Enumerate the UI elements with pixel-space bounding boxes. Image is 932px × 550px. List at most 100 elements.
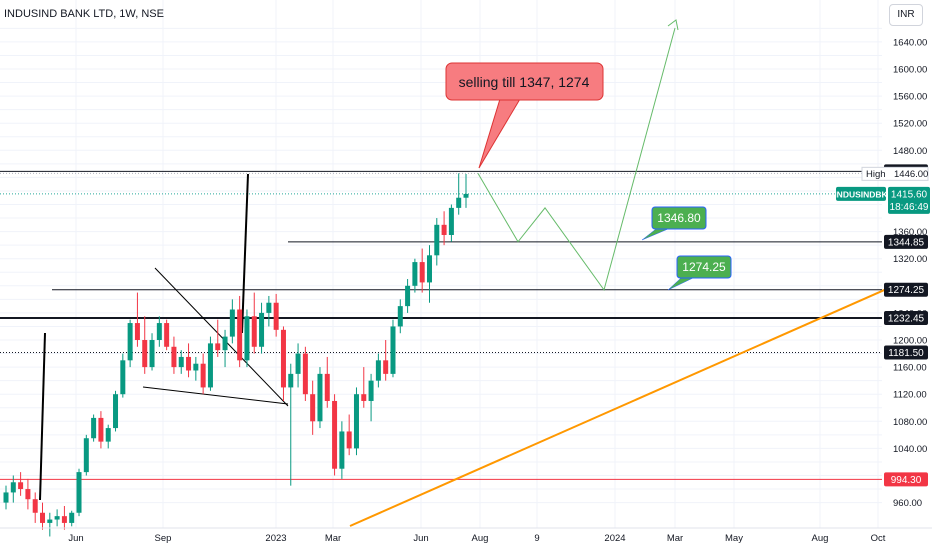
wedge-line: [154, 267, 289, 407]
candle-body: [332, 400, 338, 469]
price-label-box: [884, 472, 928, 487]
candle-body: [412, 262, 418, 286]
candle-body: [310, 394, 316, 422]
candle-body: [207, 343, 213, 388]
candle-body: [339, 431, 345, 469]
candle-body: [317, 373, 323, 422]
chart-title: INDUSIND BANK LTD, 1W, NSE: [4, 8, 164, 20]
candle-body: [10, 482, 16, 493]
candle-body: [54, 516, 60, 520]
candle-body: [186, 356, 192, 371]
candlesticks: [3, 173, 469, 537]
candle-body: [25, 489, 31, 500]
time-tick-label: Aug: [812, 533, 829, 544]
candle-body: [215, 343, 221, 351]
candle-body: [383, 360, 389, 374]
callout-text: selling till 1347, 1274: [459, 74, 590, 90]
symbol-tag-box: [836, 186, 886, 201]
trendline: [349, 288, 886, 527]
price-tick-label: 1560.00: [893, 92, 927, 103]
price-tag-text: 1346.80: [657, 211, 701, 225]
candle-body: [346, 431, 352, 449]
price-label-box: [884, 234, 928, 249]
currency-button[interactable]: INR: [889, 4, 923, 26]
annotations: selling till 1347, 1274 1346.80 1274.25: [445, 62, 732, 291]
candle-body: [302, 353, 308, 395]
time-tick-label: 9: [534, 533, 539, 544]
price-label-box: [884, 311, 928, 326]
candle-body: [222, 336, 228, 351]
candle-body: [32, 499, 38, 513]
time-tick-label: Oct: [871, 533, 886, 544]
bar-countdown: 18:46:49: [890, 202, 929, 213]
candle-body: [69, 512, 75, 523]
price-label-box: [884, 345, 928, 360]
candle-body: [113, 394, 119, 429]
candle-body: [280, 329, 286, 388]
candle-body: [142, 340, 148, 368]
candle-body: [40, 512, 46, 523]
price-label: 994.30: [891, 475, 922, 486]
impulse-line: [241, 173, 249, 334]
last-price-box: [888, 186, 930, 214]
price-tick-label: 1080.00: [893, 417, 927, 428]
price-tag-pointer: [667, 277, 694, 291]
symbol-tag: INDUSINDBK: [834, 189, 888, 199]
price-tick-label: 1600.00: [893, 65, 927, 76]
candle-body: [288, 373, 294, 388]
high-label-box: [861, 166, 929, 181]
candle-body: [127, 323, 133, 361]
candle-body: [120, 360, 126, 395]
candle-body: [61, 516, 67, 523]
price-label: 1344.85: [888, 237, 925, 248]
candle-body: [273, 302, 279, 330]
candle-body: [368, 380, 374, 401]
candle-body: [353, 394, 359, 449]
candle-body: [18, 482, 24, 490]
price-tick-label: 1520.00: [893, 119, 927, 130]
price-tick-label: 1040.00: [893, 444, 927, 455]
candle-body: [419, 262, 425, 283]
candle-body: [266, 302, 272, 313]
high-tag: High: [866, 169, 886, 180]
time-tick-label: Mar: [667, 533, 683, 544]
price-label: 1274.25: [888, 285, 925, 296]
price-tick-label: 1480.00: [893, 146, 927, 157]
candle-body: [149, 340, 155, 368]
price-label-box: [884, 282, 928, 297]
candle-body: [105, 428, 111, 442]
candle-body: [259, 312, 265, 347]
candle-body: [390, 326, 396, 374]
candle-body: [83, 438, 89, 473]
candle-body: [361, 394, 367, 401]
projection-path: [477, 27, 676, 292]
candle-body: [463, 193, 469, 198]
price-axis[interactable]: 960.00 1040.00 1080.00 1120.00 1160.00 1200.0…: [834, 37, 930, 509]
time-tick-label: Jun: [413, 533, 428, 544]
callout-box: [445, 62, 604, 101]
price-tick-label: 1320.00: [893, 254, 927, 265]
candle-body: [171, 346, 177, 368]
candle-body: [98, 417, 104, 442]
wedge-line: [142, 386, 289, 405]
time-axis[interactable]: Jun Sep 2023 Mar Jun Aug 9 2024 Mar May Aug Oct: [0, 527, 932, 544]
candle-body: [3, 492, 9, 503]
candle-body: [375, 360, 381, 381]
candle-body: [134, 323, 140, 340]
candle-body: [456, 197, 462, 208]
candle-body: [76, 472, 82, 513]
candle-body: [237, 309, 243, 361]
candle-body: [434, 224, 440, 256]
price-tick-label: 960.00: [893, 498, 922, 509]
candle-body: [426, 255, 432, 283]
candle-body: [448, 207, 454, 235]
time-tick-label: Mar: [325, 533, 341, 544]
time-tick-label: Jun: [68, 533, 83, 544]
price-tick-label: 1200.00: [893, 336, 927, 347]
grid: [0, 0, 882, 528]
candle-body: [251, 316, 257, 347]
time-tick-label: Aug: [472, 533, 489, 544]
time-tick-label: May: [725, 533, 743, 544]
price-tag-pointer: [641, 228, 669, 241]
